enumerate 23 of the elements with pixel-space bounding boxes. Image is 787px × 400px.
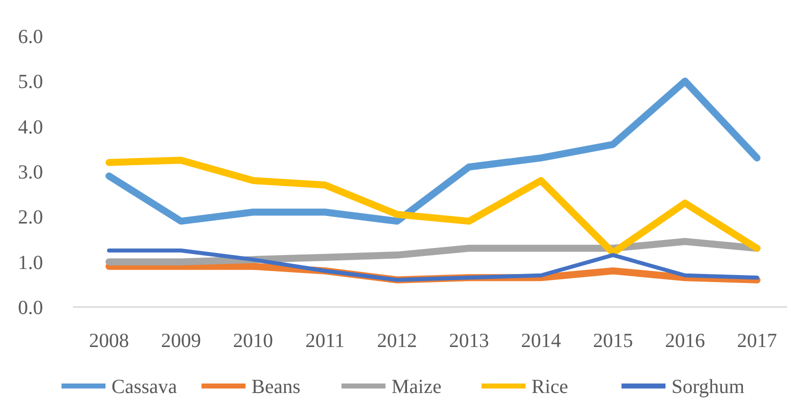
x-tick-label: 2008	[89, 330, 129, 352]
line-series	[107, 248, 759, 282]
x-tick-label: 2017	[737, 330, 777, 352]
legend-label: Cassava	[112, 376, 178, 398]
y-tick-label: 2.0	[18, 206, 43, 229]
legend-label: Rice	[532, 376, 568, 398]
y-tick-label: 6.0	[18, 26, 43, 48]
x-tick-label: 2014	[521, 330, 561, 352]
x-tick-label: 2010	[233, 330, 273, 352]
y-tick-label: 0.0	[18, 297, 43, 319]
y-tick-label: 4.0	[18, 116, 43, 138]
x-tick-label: 2015	[593, 330, 633, 352]
y-tick-label: 3.0	[18, 162, 43, 184]
y-tick-label: 5.0	[18, 71, 43, 94]
legend-label: Beans	[252, 376, 301, 398]
x-tick-label: 2016	[665, 330, 705, 352]
x-tick-label: 2009	[161, 330, 201, 352]
legend-label: Maize	[392, 376, 442, 398]
legend-label: Sorghum	[672, 376, 745, 398]
x-tick-label: 2012	[377, 330, 417, 352]
x-tick-label: 2011	[305, 330, 345, 352]
x-tick-label: 2013	[449, 330, 489, 352]
y-tick-label: 1.0	[18, 252, 43, 274]
